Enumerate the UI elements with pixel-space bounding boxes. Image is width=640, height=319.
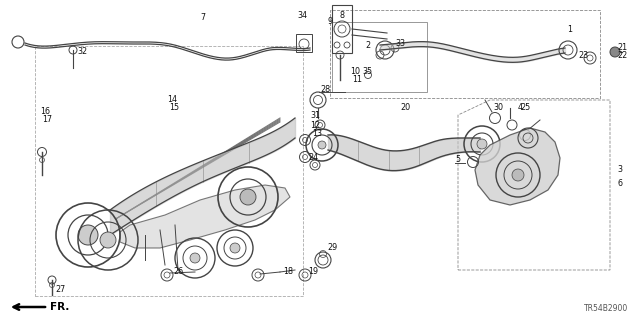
Text: 27: 27	[55, 286, 65, 294]
Text: 21: 21	[617, 43, 627, 53]
Text: 17: 17	[42, 115, 52, 124]
Text: 4: 4	[518, 103, 523, 113]
Bar	[296, 34, 312, 52]
Polygon shape	[475, 128, 560, 205]
Text: 25: 25	[520, 103, 531, 113]
Text: FR.: FR.	[50, 302, 69, 312]
Bar	[330, 10, 600, 98]
Circle shape	[78, 225, 98, 245]
Text: 18: 18	[283, 268, 293, 277]
Text: 19: 19	[308, 268, 318, 277]
Text: 15: 15	[169, 103, 179, 113]
Text: 9: 9	[328, 18, 333, 26]
Text: 12: 12	[310, 121, 320, 130]
Polygon shape	[120, 185, 290, 248]
Bar	[332, 5, 352, 53]
Text: 32: 32	[77, 48, 87, 56]
Text: 13: 13	[312, 129, 322, 137]
Text: 6: 6	[617, 179, 622, 188]
Text: 16: 16	[40, 108, 50, 116]
Text: 2: 2	[365, 41, 370, 50]
Circle shape	[190, 253, 200, 263]
Text: 30: 30	[493, 103, 503, 113]
Circle shape	[318, 141, 326, 149]
Text: 26: 26	[173, 268, 183, 277]
Circle shape	[240, 189, 256, 205]
Text: 24: 24	[308, 153, 318, 162]
Text: 7: 7	[200, 13, 205, 23]
Text: 3: 3	[617, 166, 622, 174]
Text: 35: 35	[362, 68, 372, 77]
Text: 20: 20	[400, 103, 410, 113]
Text: 10: 10	[350, 68, 360, 77]
Text: 34: 34	[297, 11, 307, 20]
Text: 33: 33	[395, 39, 405, 48]
Text: 11: 11	[352, 76, 362, 85]
Circle shape	[477, 139, 487, 149]
Text: 5: 5	[455, 155, 460, 165]
Circle shape	[610, 47, 620, 57]
Circle shape	[100, 232, 116, 248]
Circle shape	[230, 243, 240, 253]
Text: 1: 1	[567, 26, 572, 34]
Bar	[35, 46, 303, 296]
Text: 22: 22	[617, 51, 627, 61]
Text: 28: 28	[320, 85, 330, 94]
Text: 8: 8	[340, 11, 345, 20]
Bar	[332, 22, 427, 92]
Text: 29: 29	[327, 243, 337, 253]
Circle shape	[512, 169, 524, 181]
Text: 14: 14	[167, 95, 177, 105]
Text: TR54B2900: TR54B2900	[584, 304, 628, 313]
Text: 23: 23	[578, 50, 588, 60]
Text: 31: 31	[310, 110, 320, 120]
